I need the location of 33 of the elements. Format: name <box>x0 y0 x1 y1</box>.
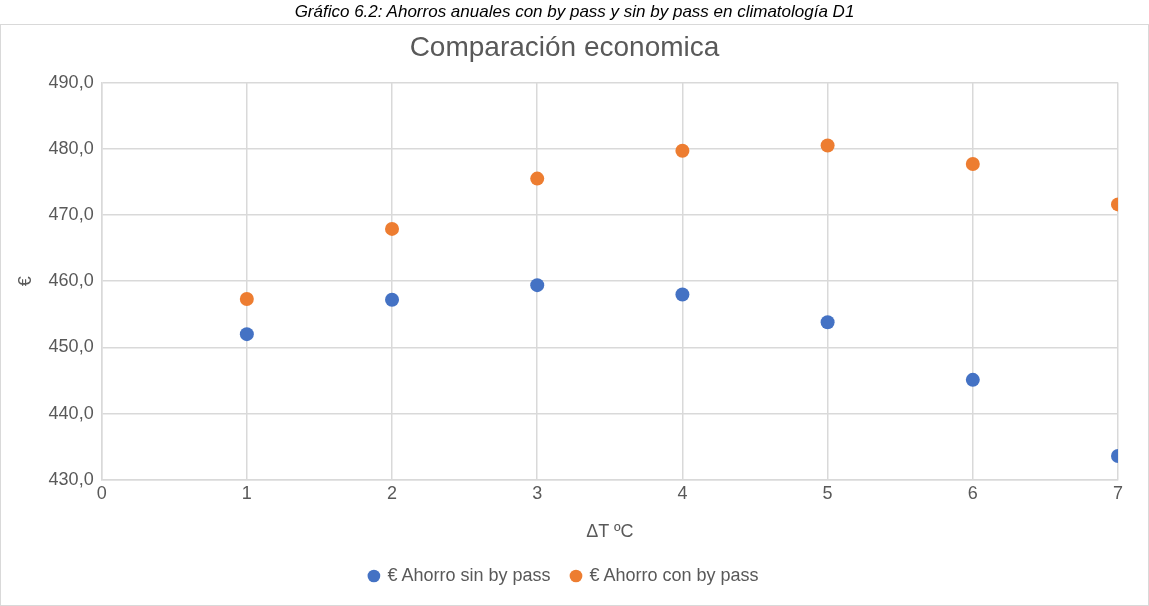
x-tick-label: 6 <box>967 482 978 503</box>
x-tick-label: 5 <box>822 482 833 503</box>
x-tick-label: 2 <box>387 482 398 503</box>
point <box>530 278 545 293</box>
x-axis-title: ΔT ºC <box>586 521 634 542</box>
x-tick-label: 4 <box>677 482 688 503</box>
point <box>385 221 400 236</box>
text: Gráfico 6.2: Ahorros anuales con by pass y sin by pass en climatología D1 <box>294 2 855 21</box>
y-tick-label: 460,0 <box>48 270 94 291</box>
y-tick-label: 430,0 <box>48 468 94 489</box>
point <box>385 292 400 307</box>
point <box>965 157 980 172</box>
y-tick-label: 490,0 <box>48 71 94 92</box>
y-tick-label: 470,0 <box>48 203 94 224</box>
chart-title: Comparación economica <box>409 30 720 62</box>
y-axis-title: € <box>14 276 35 287</box>
y-tick-label: 480,0 <box>48 137 94 158</box>
x-tick-label: 0 <box>96 482 107 503</box>
x-tick-label: 7 <box>1112 482 1124 503</box>
legend-label: € Ahorro sin by pass <box>387 564 551 585</box>
point <box>675 143 690 158</box>
point <box>675 287 690 302</box>
x-tick-label: 1 <box>241 482 252 503</box>
y-tick-label: 450,0 <box>48 336 94 357</box>
legend-label: € Ahorro con by pass <box>589 564 759 585</box>
x-tick-label: 3 <box>532 482 543 503</box>
point <box>820 138 835 153</box>
point <box>239 327 254 342</box>
point <box>820 315 835 330</box>
point <box>965 372 980 387</box>
point <box>239 292 254 307</box>
y-tick-label: 440,0 <box>48 402 94 423</box>
point <box>530 171 545 186</box>
